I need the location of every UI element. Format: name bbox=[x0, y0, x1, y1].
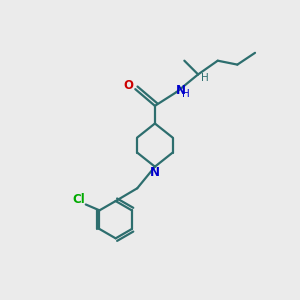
Text: N: N bbox=[150, 166, 160, 178]
Text: Cl: Cl bbox=[73, 193, 85, 206]
Text: H: H bbox=[182, 89, 190, 99]
Text: N: N bbox=[176, 84, 185, 97]
Text: O: O bbox=[123, 79, 134, 92]
Text: H: H bbox=[201, 74, 208, 83]
